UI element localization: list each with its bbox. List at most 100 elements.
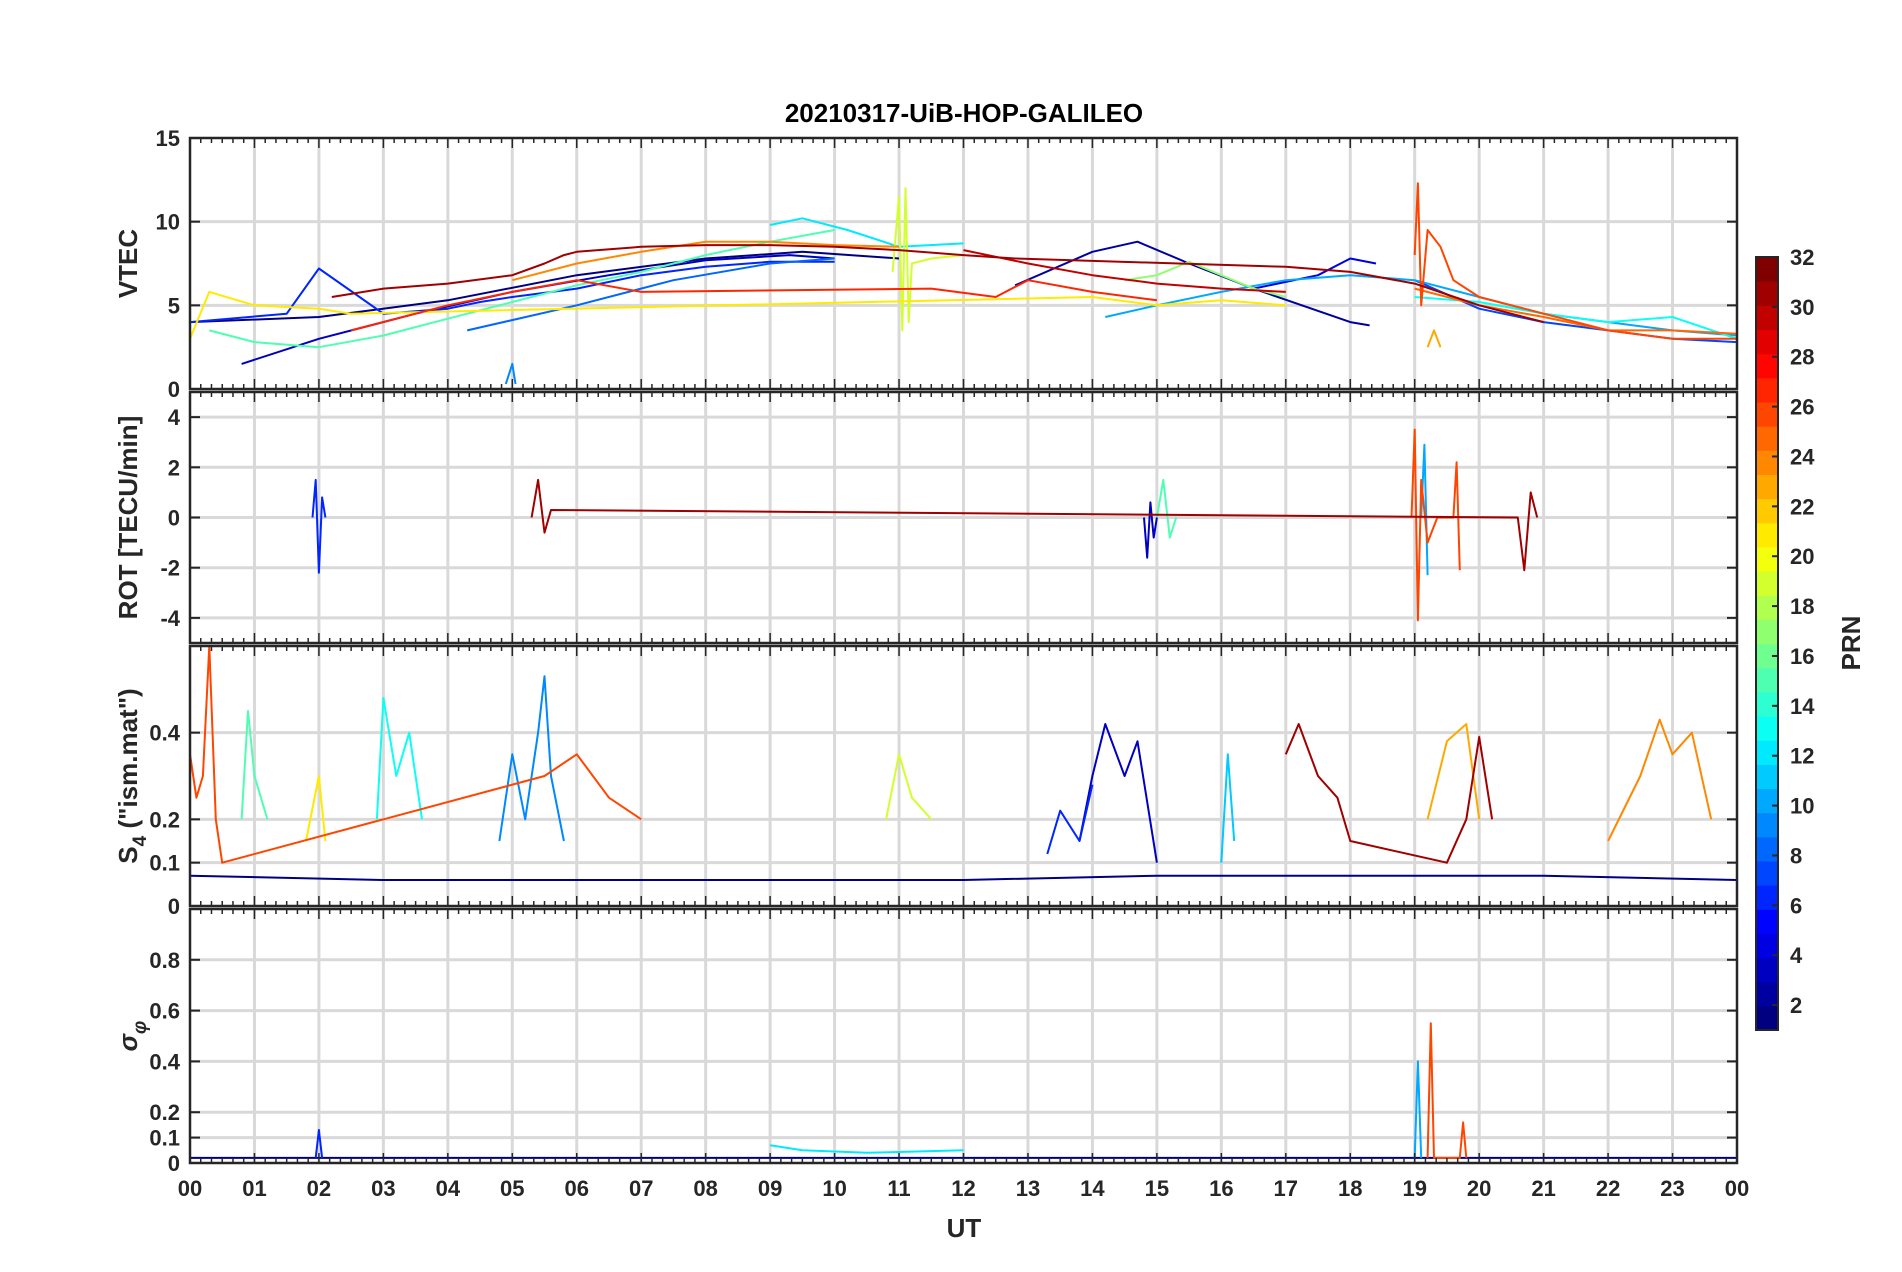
series-group — [311, 428, 1539, 622]
series-prn-15 — [240, 710, 269, 820]
series-prn-31 — [331, 244, 1544, 324]
series-prn-26 — [1426, 1022, 1468, 1159]
x-tick-label: 03 — [371, 1176, 395, 1201]
minor-ticks — [199, 909, 1728, 1163]
y-axis-label: σφ — [113, 1021, 151, 1052]
y-tick-label: 0 — [168, 1151, 180, 1176]
colorbar-band — [1756, 643, 1778, 669]
chart-title: 20210317-UiB-HOP-GALILEO — [785, 98, 1143, 128]
panel-vtec: 0 5 10 15 VTEC — [113, 126, 1739, 402]
series-prn-17 — [1124, 260, 1287, 298]
series-prn-6 — [190, 260, 835, 324]
colorbar-band — [1756, 377, 1778, 403]
series-prn-31 — [1284, 723, 1494, 864]
series-prn-10 — [1105, 274, 1737, 337]
y-axis-label: ROT [TECU/min] — [113, 416, 143, 620]
colorbar-band — [1756, 619, 1778, 645]
colorbar-band — [1756, 305, 1778, 331]
colorbar-band — [1756, 691, 1778, 717]
series-prn-3 — [1078, 723, 1158, 863]
x-axis: 00 01 02 03 04 05 06 07 08 09 10 11 12 13 14 15 16 17 18 19… — [178, 1176, 1749, 1201]
series-prn-26 — [190, 646, 642, 864]
x-tick-label: 18 — [1338, 1176, 1362, 1201]
y-tick-label: 2 — [168, 455, 180, 480]
series-prn-1 — [190, 874, 1737, 881]
colorbar-tick-label: 28 — [1790, 345, 1814, 370]
y-tick-label: -2 — [160, 556, 180, 581]
y-axis-label: S4 ("ism.mat") — [113, 688, 151, 863]
colorbar-tick-label: 24 — [1790, 444, 1815, 469]
x-tick-label: 04 — [436, 1176, 461, 1201]
x-tick-label: 22 — [1596, 1176, 1620, 1201]
colorbar-band — [1756, 281, 1778, 306]
series-group — [190, 646, 1737, 881]
minor-ticks — [199, 138, 1728, 389]
colorbar-band — [1756, 426, 1778, 451]
series-prn-19 — [891, 187, 964, 332]
colorbar-tick-label: 30 — [1790, 295, 1814, 320]
y-tick-label: 0.2 — [149, 1100, 180, 1125]
colorbar-tick-label: 4 — [1790, 943, 1803, 968]
y-tick-label: 0.2 — [149, 807, 180, 832]
minor-ticks — [199, 392, 1728, 643]
colorbar-tick-label: 10 — [1790, 794, 1814, 819]
colorbar-band — [1756, 715, 1778, 741]
colorbar-band — [1756, 764, 1778, 790]
series-prn-15 — [1155, 478, 1178, 539]
series-prn-8 — [466, 257, 835, 332]
colorbar-tick-label: 16 — [1790, 644, 1814, 669]
colorbar-band — [1756, 836, 1778, 862]
series-group — [190, 182, 1737, 385]
x-tick-label: 01 — [242, 1176, 266, 1201]
x-tick-label: 02 — [307, 1176, 331, 1201]
y-tick-label: 0.6 — [149, 999, 180, 1024]
colorbar-tick-label: 22 — [1790, 494, 1814, 519]
y-tick-label: 0 — [168, 894, 180, 919]
x-tick-label: 00 — [1725, 1176, 1749, 1201]
series-prn-12 — [769, 1144, 964, 1154]
series-prn-1 — [190, 250, 900, 324]
series-prn-3 — [1143, 501, 1158, 559]
colorbar-band — [1756, 981, 1778, 1007]
y-tick-label: 0.1 — [149, 851, 180, 876]
series-prn-9 — [504, 362, 517, 385]
colorbar-band — [1756, 740, 1778, 765]
x-tick-label: 20 — [1467, 1176, 1491, 1201]
series-prn-24 — [1607, 718, 1713, 842]
series-prn-15 — [209, 229, 835, 349]
series-prn-19 — [885, 753, 933, 820]
x-tick-label: 23 — [1660, 1176, 1684, 1201]
colorbar-band — [1756, 595, 1778, 620]
colorbar-tick-label: 20 — [1790, 544, 1814, 569]
panel-s4: 0 0.1 0.2 0.4S4 ("ism.mat") — [113, 644, 1739, 919]
x-tick-label: 15 — [1145, 1176, 1169, 1201]
x-tick-label: 13 — [1016, 1176, 1040, 1201]
x-tick-label: 16 — [1209, 1176, 1233, 1201]
panel-rot: -4 -2 0 2 4 ROT [TECU/min] — [113, 390, 1739, 645]
minor-ticks — [199, 646, 1728, 906]
x-tick-label: 21 — [1531, 1176, 1555, 1201]
series-prn-12 — [769, 217, 964, 248]
y-tick-label: 0.4 — [149, 721, 180, 746]
series-prn-24 — [512, 240, 900, 282]
colorbar-label: PRN — [1836, 616, 1866, 671]
series-prn-6 — [314, 1129, 324, 1159]
colorbar-tick-label: 32 — [1790, 245, 1814, 270]
series-prn-27 — [350, 279, 1158, 332]
colorbar-band — [1756, 909, 1778, 934]
x-tick-label: 11 — [887, 1176, 910, 1201]
colorbar-tick-label: 26 — [1790, 395, 1814, 420]
x-tick-label: 12 — [951, 1176, 975, 1201]
x-axis-label: UT — [947, 1213, 982, 1243]
series-prn-23 — [1426, 329, 1442, 348]
y-tick-label: 0.4 — [149, 1049, 180, 1074]
colorbar-tick-label: 14 — [1790, 694, 1815, 719]
y-tick-label: 0.1 — [149, 1126, 180, 1151]
x-tick-label: 09 — [758, 1176, 782, 1201]
series-prn-26 — [1410, 428, 1461, 622]
colorbar-band — [1756, 450, 1778, 476]
colorbar-band — [1756, 522, 1778, 548]
